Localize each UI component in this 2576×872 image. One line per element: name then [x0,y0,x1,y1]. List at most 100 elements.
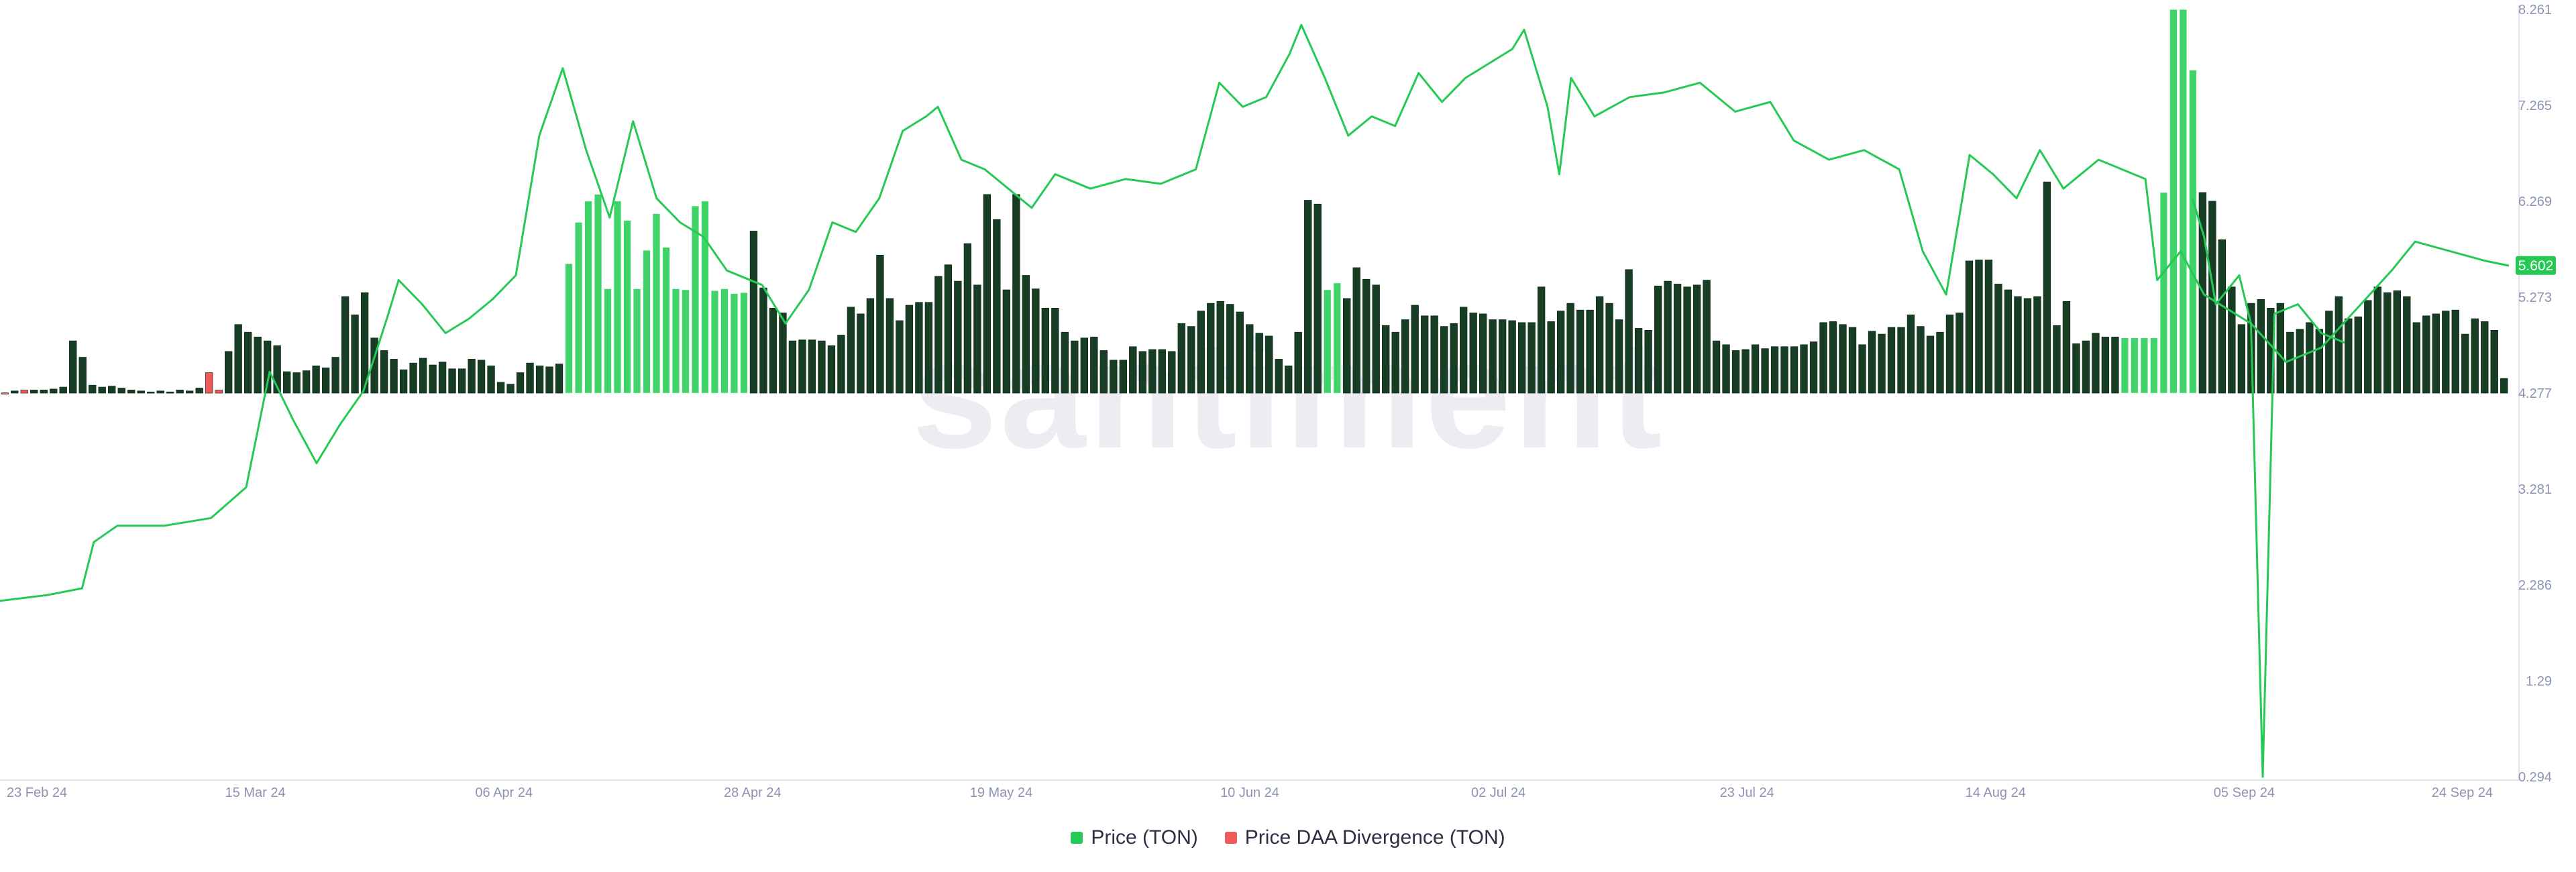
divergence-bar [2500,378,2508,394]
divergence-bar [458,368,466,394]
legend-item-divergence[interactable]: Price DAA Divergence (TON) [1224,826,1505,849]
divergence-bar [30,390,38,394]
legend-item-price[interactable]: Price (TON) [1071,826,1198,849]
x-tick-label: 15 Mar 24 [225,785,286,800]
divergence-bar [1498,319,1507,394]
divergence-bar [11,390,19,394]
divergence-bar [944,264,953,394]
divergence-bar [1741,349,1750,394]
divergence-bar [390,359,398,394]
legend: Price (TON) Price DAA Divergence (TON) [0,826,2576,849]
divergence-bar [2159,192,2168,394]
divergence-bar [1002,289,1011,394]
y-tick-label: 0.294 [2518,770,2552,785]
divergence-bar [2023,298,2032,394]
divergence-bar [1625,269,1633,394]
divergence-bar [1634,328,1643,394]
divergence-bar [2169,9,2178,394]
divergence-bar [1712,340,1721,394]
x-tick-label: 24 Sep 24 [2432,785,2493,800]
divergence-bar [691,205,700,394]
divergence-bar [1304,200,1312,394]
divergence-bar [487,366,495,394]
divergence-bar [1430,315,1438,394]
divergence-bar [857,313,865,394]
divergence-bar [1246,324,1254,394]
divergence-bar [584,201,592,394]
divergence-bar [1061,331,1069,394]
x-axis-ticks: 23 Feb 24 15 Mar 24 06 Apr 24 28 Apr 24 19 M… [7,785,2493,800]
divergence-bar [1965,260,1974,394]
divergence-bar [1207,303,1215,394]
divergence-bar [2373,286,2381,394]
divergence-bar [2393,290,2401,394]
x-tick-label: 06 Apr 24 [475,785,533,800]
x-tick-label: 23 Jul 24 [1720,785,1774,800]
divergence-bar [710,290,719,394]
divergence-bar [934,276,943,394]
divergence-bar [1275,359,1283,394]
divergence-bar [78,357,87,394]
divergence-bar [973,284,981,394]
divergence-bar [1605,303,1613,394]
legend-divergence-label: Price DAA Divergence (TON) [1244,826,1505,849]
divergence-bar [2189,70,2197,394]
divergence-bar [244,331,252,394]
divergence-bar [321,368,330,394]
divergence-bar [351,315,359,394]
divergence-bar [740,292,748,394]
divergence-bar [2092,333,2100,394]
divergence-bar [1110,360,1118,394]
divergence-bar [1,392,9,394]
current-price-tag-label: 5.602 [2518,258,2554,274]
divergence-bar [2296,329,2304,394]
series-line [2191,198,2345,778]
divergence-bar [2237,324,2246,394]
divergence-bar [2082,340,2090,394]
divergence-bar [2334,296,2343,394]
x-tick-label: 28 Apr 24 [724,785,782,800]
divergence-bar [847,307,855,394]
divergence-bar [1819,322,1827,394]
divergence-bar [2004,289,2012,394]
divergence-bar [186,390,194,394]
divergence-bar [2101,337,2110,394]
divergence-bar [1236,311,1244,394]
divergence-bar [2228,286,2236,394]
divergence-bar [1984,260,1993,394]
divergence-bar [1731,350,1740,394]
divergence-bar [623,220,631,394]
divergence-bar [1129,346,1137,394]
divergence-bar [1975,260,1983,394]
y-tick-label: 5.273 [2518,290,2552,305]
divergence-bar [273,345,281,394]
y-tick-label: 4.277 [2518,386,2552,401]
divergence-bar [215,390,223,394]
divergence-bar [2179,9,2188,394]
divergence-bar [2072,343,2080,394]
divergence-bar [1693,284,1701,394]
divergence-bar [380,350,388,394]
divergence-bar [672,288,680,394]
divergence-bar [788,340,797,394]
divergence-bar [1333,282,1341,394]
divergence-bar [1858,344,1866,394]
divergence-bar [652,213,661,394]
divergence-bar [263,340,272,394]
divergence-bar [1800,344,1808,394]
divergence-bar [1265,335,1273,394]
divergence-bar [1556,311,1565,394]
divergence-bar [1469,313,1477,394]
divergence-bar [1615,319,1623,394]
x-tick-label: 05 Sep 24 [2214,785,2275,800]
divergence-bar [2053,325,2061,394]
divergence-bar [1654,285,1662,394]
divergence-bar [574,222,583,394]
divergence-bar [769,307,777,394]
divergence-bar [682,289,690,394]
divergence-bar [1917,326,1925,394]
divergence-bar [1595,296,1604,394]
divergence-bar [798,339,806,394]
divergence-bar [2131,337,2139,394]
